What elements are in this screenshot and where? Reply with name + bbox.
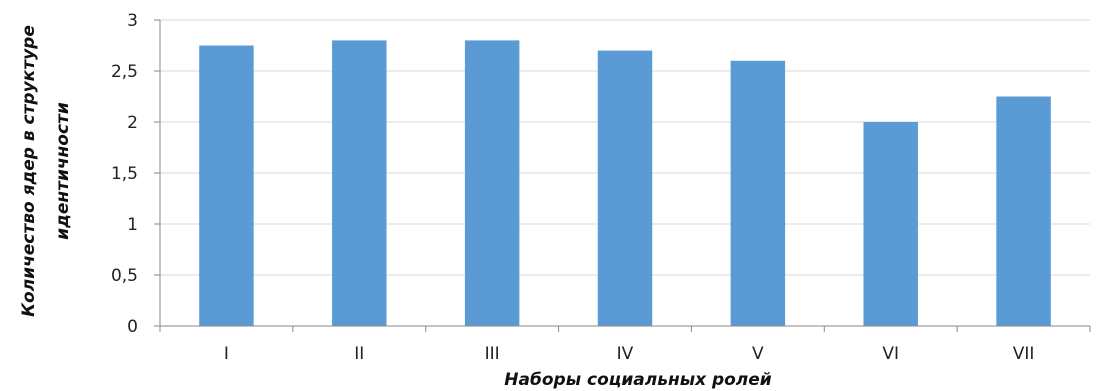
x-tick-label: I	[224, 344, 229, 364]
bar	[996, 96, 1051, 326]
bar	[730, 60, 786, 327]
y-axis-title-line-2: идентичности	[53, 102, 73, 240]
bar	[597, 50, 653, 326]
x-axis-title: Наборы социальных ролей	[504, 370, 771, 390]
bar	[332, 40, 387, 327]
x-tick-label: II	[354, 344, 364, 364]
y-tick-labels: 0 0,5 1 1,5 2 2,5 3	[111, 11, 138, 337]
x-tick-label: III	[485, 344, 500, 364]
y-tick-label: 3	[127, 11, 138, 31]
x-tick-labels: I II III IV V VI VII	[224, 344, 1034, 364]
x-tick-label: VI	[882, 344, 899, 364]
bars	[199, 40, 1051, 327]
bar	[199, 45, 254, 326]
y-axis-title: Количество ядер в структуре идентичности	[19, 25, 73, 317]
x-tick-label: VII	[1013, 344, 1035, 364]
y-tick-label: 1	[127, 215, 138, 235]
y-tick-label: 1,5	[111, 164, 138, 184]
y-tick-label: 0,5	[111, 266, 138, 286]
y-tick-label: 2,5	[111, 62, 138, 82]
bar	[464, 40, 520, 327]
x-tick-label: IV	[617, 344, 634, 364]
bar	[863, 122, 918, 326]
x-tick-label: V	[752, 344, 764, 364]
y-tick-label: 2	[127, 113, 138, 133]
axes	[159, 20, 1091, 332]
y-axis-title-line-1: Количество ядер в структуре	[19, 25, 39, 317]
y-tick-label: 0	[127, 317, 138, 337]
